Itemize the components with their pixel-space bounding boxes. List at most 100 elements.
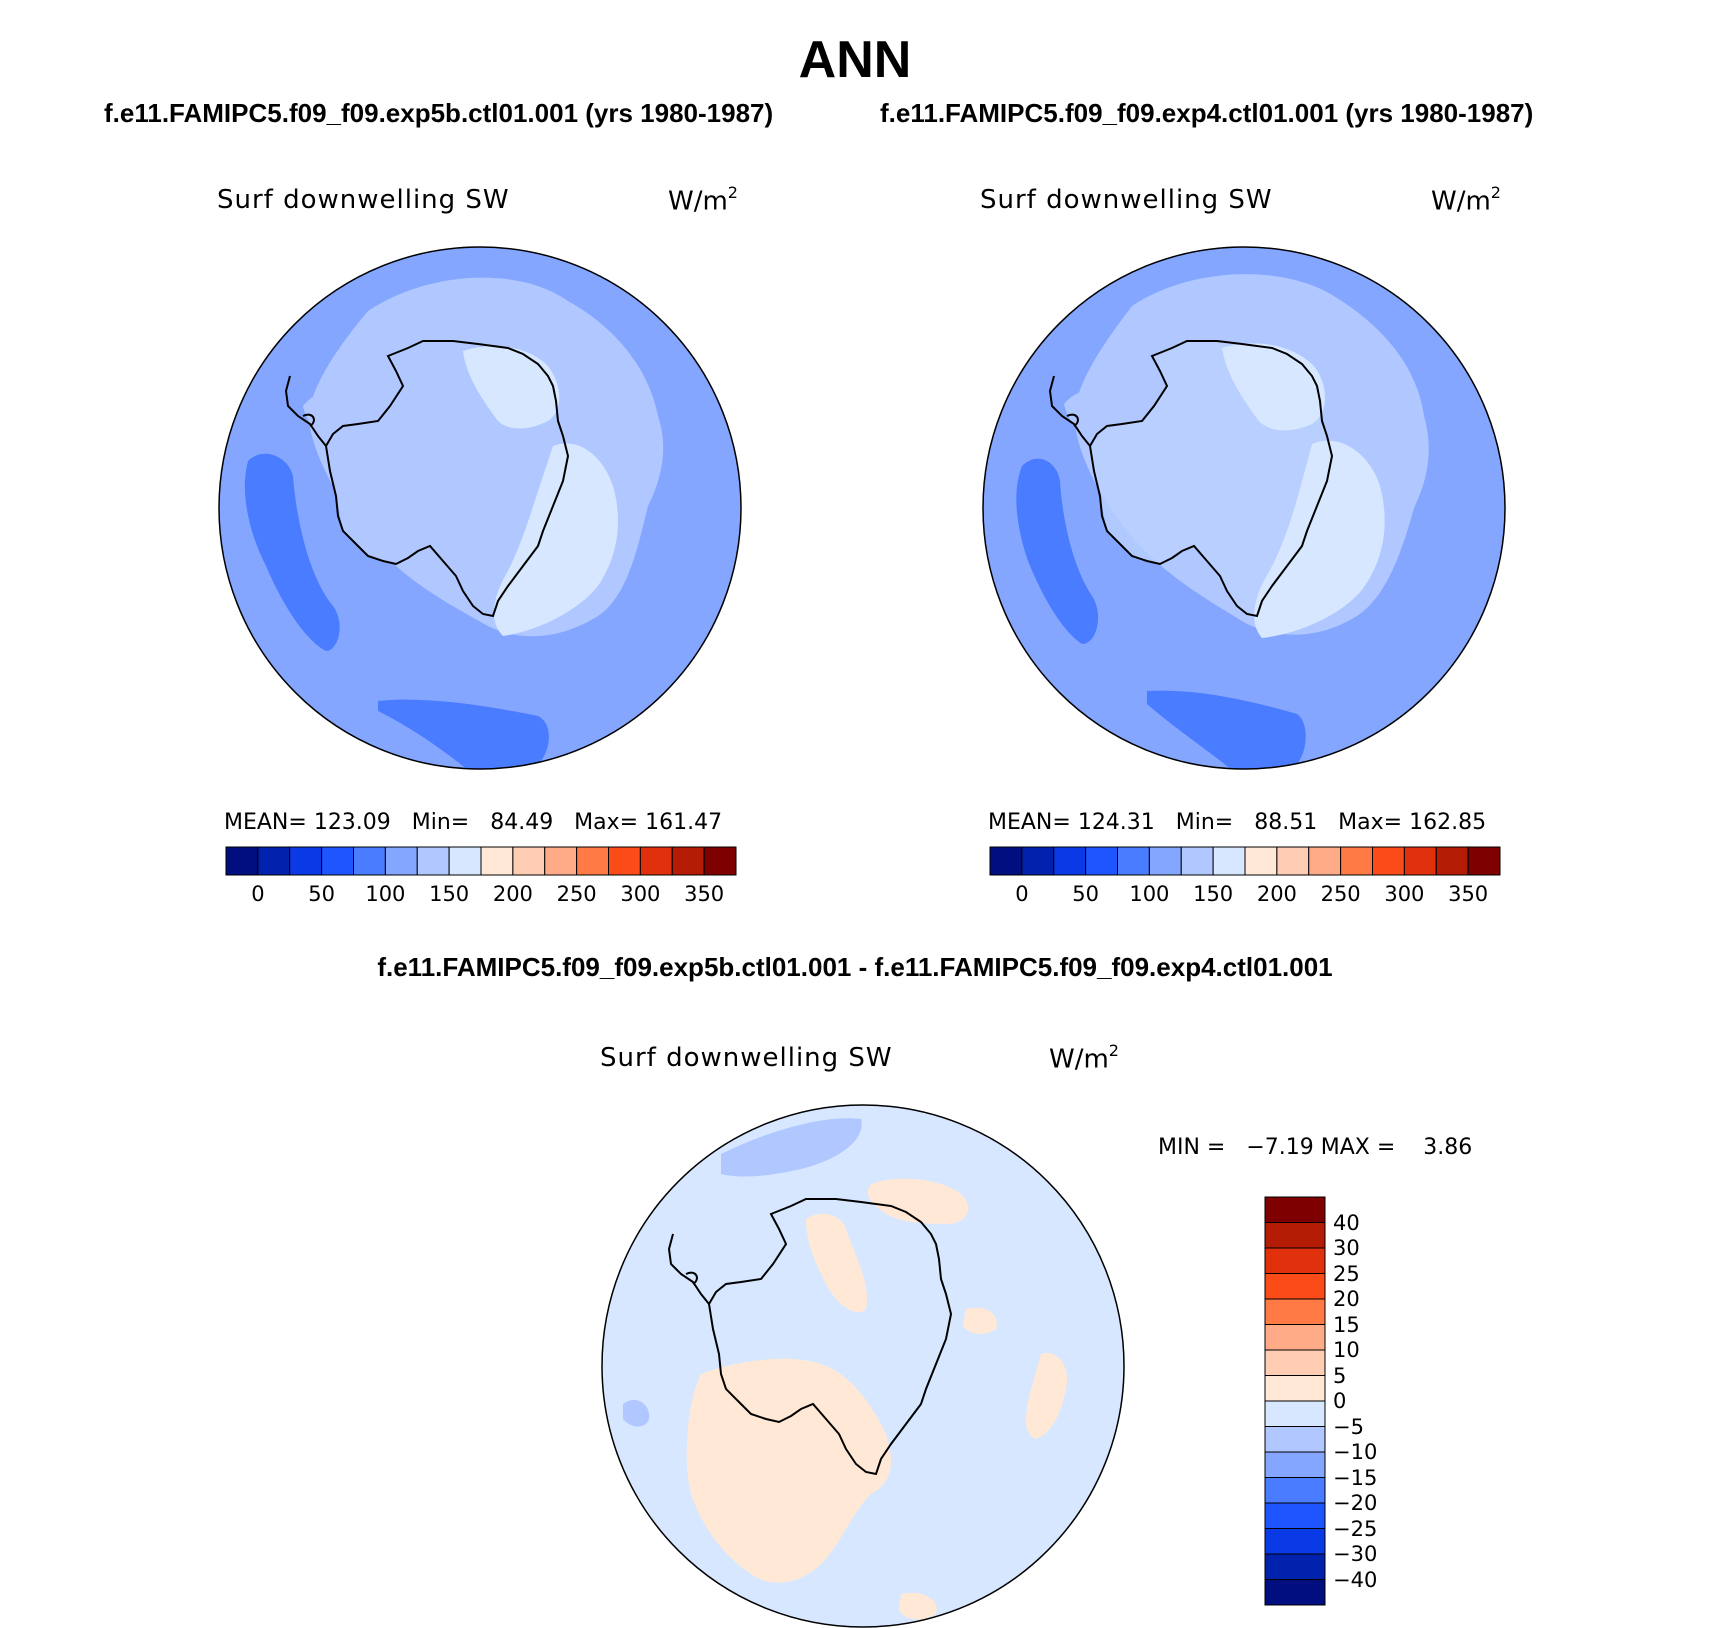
left-colorbar-box xyxy=(289,846,323,876)
right-case-title: f.e11.FAMIPC5.f09_f09.exp4.ctl01.001 (yr… xyxy=(880,98,1534,128)
low-sw-band-west xyxy=(1016,458,1099,644)
right-colorbar-tick-label: 0 xyxy=(1015,882,1029,906)
diff-stats: MIN = −7.19 MAX = 3.86 xyxy=(1158,1135,1473,1160)
high-sw-east xyxy=(1222,343,1326,431)
right-colorbar-box xyxy=(1244,846,1278,876)
left-colorbar-box xyxy=(576,846,609,876)
diff-colorbar-tick-label: −5 xyxy=(1333,1414,1364,1439)
low-sw-band-west xyxy=(244,453,340,651)
left-colorbar-box xyxy=(448,846,482,876)
right-colorbar-tick-label: 50 xyxy=(1072,882,1099,906)
diff-colorbar-tick-label: −10 xyxy=(1333,1440,1378,1464)
diff-colorbar-box xyxy=(1264,1196,1326,1223)
diff-colorbar-ticks: 40 30 25 20 15 10 5 0 −5 −10 −15 −20 −25 −30 −40 xyxy=(1333,1197,1413,1605)
diff-colorbar-tick-label: −40 xyxy=(1333,1567,1378,1592)
right-colorbar-box xyxy=(1467,846,1501,876)
diff-colorbar-box xyxy=(1264,1298,1326,1325)
left-colorbar-box xyxy=(639,846,673,876)
diff-colorbar-tick-label: 40 xyxy=(1333,1210,1360,1235)
positive-patch-north-1 xyxy=(867,1178,969,1224)
right-colorbar-box xyxy=(1403,846,1437,876)
difference-polar-map xyxy=(601,1104,1125,1628)
right-colorbar-box xyxy=(989,846,1023,876)
diff-colorbar-box xyxy=(1264,1477,1326,1504)
left-colorbar-box xyxy=(608,846,641,876)
left-colorbar-tick-label: 200 xyxy=(492,882,533,906)
left-colorbar-ticks: 0 50 100 150 200 250 300 350 xyxy=(226,882,736,910)
diff-colorbar-box xyxy=(1264,1375,1326,1402)
left-variable-label: Surf downwelling SW xyxy=(217,185,510,215)
diff-colorbar-tick-label: 25 xyxy=(1333,1261,1360,1286)
positive-patch-south xyxy=(899,1592,937,1620)
low-sw-band-south xyxy=(1147,690,1306,769)
diff-colorbar-box xyxy=(1264,1579,1326,1606)
near-zero-negative-field xyxy=(602,1105,1124,1627)
diff-colorbar-tick-label: 0 xyxy=(1333,1389,1347,1413)
diff-colorbar-box xyxy=(1264,1502,1326,1529)
left-units-label: W/m2 xyxy=(668,183,738,217)
left-colorbar xyxy=(225,846,737,876)
right-colorbar-tick-label: 300 xyxy=(1384,882,1425,906)
diff-colorbar-tick-label: 20 xyxy=(1333,1287,1360,1311)
right-polar-map xyxy=(982,246,1506,770)
left-colorbar-tick-label: 100 xyxy=(365,882,406,906)
left-colorbar-box xyxy=(257,846,291,876)
map-border xyxy=(982,246,1506,770)
difference-title: f.e11.FAMIPC5.f09_f09.exp5b.ctl01.001 - … xyxy=(377,952,1333,982)
left-colorbar-box xyxy=(480,846,514,876)
diff-colorbar-box xyxy=(1264,1553,1326,1580)
right-colorbar-box xyxy=(1340,846,1373,876)
right-colorbar-box xyxy=(1053,846,1087,876)
left-colorbar-box xyxy=(544,846,578,876)
left-colorbar-tick-label: 350 xyxy=(684,882,725,906)
diff-variable-label: Surf downwelling SW xyxy=(600,1043,893,1073)
coastline xyxy=(284,340,570,618)
coastline xyxy=(1048,340,1334,618)
left-colorbar-tick-label: 0 xyxy=(251,882,265,906)
diff-colorbar-box xyxy=(1264,1222,1326,1249)
diff-colorbar-tick-label: 15 xyxy=(1333,1312,1360,1337)
diff-colorbar-box xyxy=(1264,1324,1326,1351)
right-colorbar-box xyxy=(1117,846,1150,876)
left-colorbar-tick-label: 250 xyxy=(556,882,597,906)
diff-colorbar-box xyxy=(1264,1451,1326,1478)
diff-colorbar-box xyxy=(1264,1426,1326,1453)
right-colorbar-tick-label: 250 xyxy=(1320,882,1361,906)
high-sw-southeast xyxy=(1254,440,1385,638)
negative-patch-west xyxy=(623,1399,650,1427)
right-colorbar-box xyxy=(1276,846,1310,876)
figure-title: ANN xyxy=(798,31,912,89)
diff-units-label: W/m2 xyxy=(1049,1041,1119,1075)
left-stats: MEAN= 123.09 Min= 84.49 Max= 161.47 xyxy=(224,810,723,835)
left-polar-map xyxy=(218,246,742,770)
right-colorbar-box xyxy=(1308,846,1342,876)
low-sw-band-south xyxy=(378,699,549,769)
map-border xyxy=(218,246,742,770)
left-colorbar-box xyxy=(703,846,737,876)
right-colorbar-tick-label: 100 xyxy=(1129,882,1170,906)
left-colorbar-tick-label: 300 xyxy=(620,882,661,906)
right-colorbar-box xyxy=(1148,846,1182,876)
diff-colorbar-tick-label: −30 xyxy=(1333,1542,1378,1566)
diff-colorbar-tick-label: −25 xyxy=(1333,1516,1378,1541)
negative-patch-north xyxy=(721,1118,862,1177)
right-colorbar-box xyxy=(1180,846,1214,876)
diff-colorbar-tick-label: −15 xyxy=(1333,1465,1378,1490)
left-colorbar-box xyxy=(416,846,450,876)
coastline xyxy=(667,1198,953,1476)
left-colorbar-tick-label: 50 xyxy=(308,882,335,906)
high-sw-southeast xyxy=(493,443,618,636)
positive-patch-northeast xyxy=(963,1307,997,1334)
right-units-label: W/m2 xyxy=(1431,183,1501,217)
right-colorbar-box xyxy=(1085,846,1118,876)
left-colorbar-box xyxy=(512,846,546,876)
positive-patch-east xyxy=(1026,1353,1067,1439)
right-stats: MEAN= 124.31 Min= 88.51 Max= 162.85 xyxy=(988,810,1487,835)
right-colorbar-tick-label: 350 xyxy=(1448,882,1489,906)
right-colorbar-tick-label: 150 xyxy=(1193,882,1234,906)
diff-colorbar-tick-label: 10 xyxy=(1333,1338,1360,1362)
diff-colorbar-box xyxy=(1264,1273,1326,1300)
right-colorbar-box xyxy=(1212,846,1246,876)
positive-large-southwest xyxy=(686,1358,891,1583)
right-variable-label: Surf downwelling SW xyxy=(980,185,1273,215)
